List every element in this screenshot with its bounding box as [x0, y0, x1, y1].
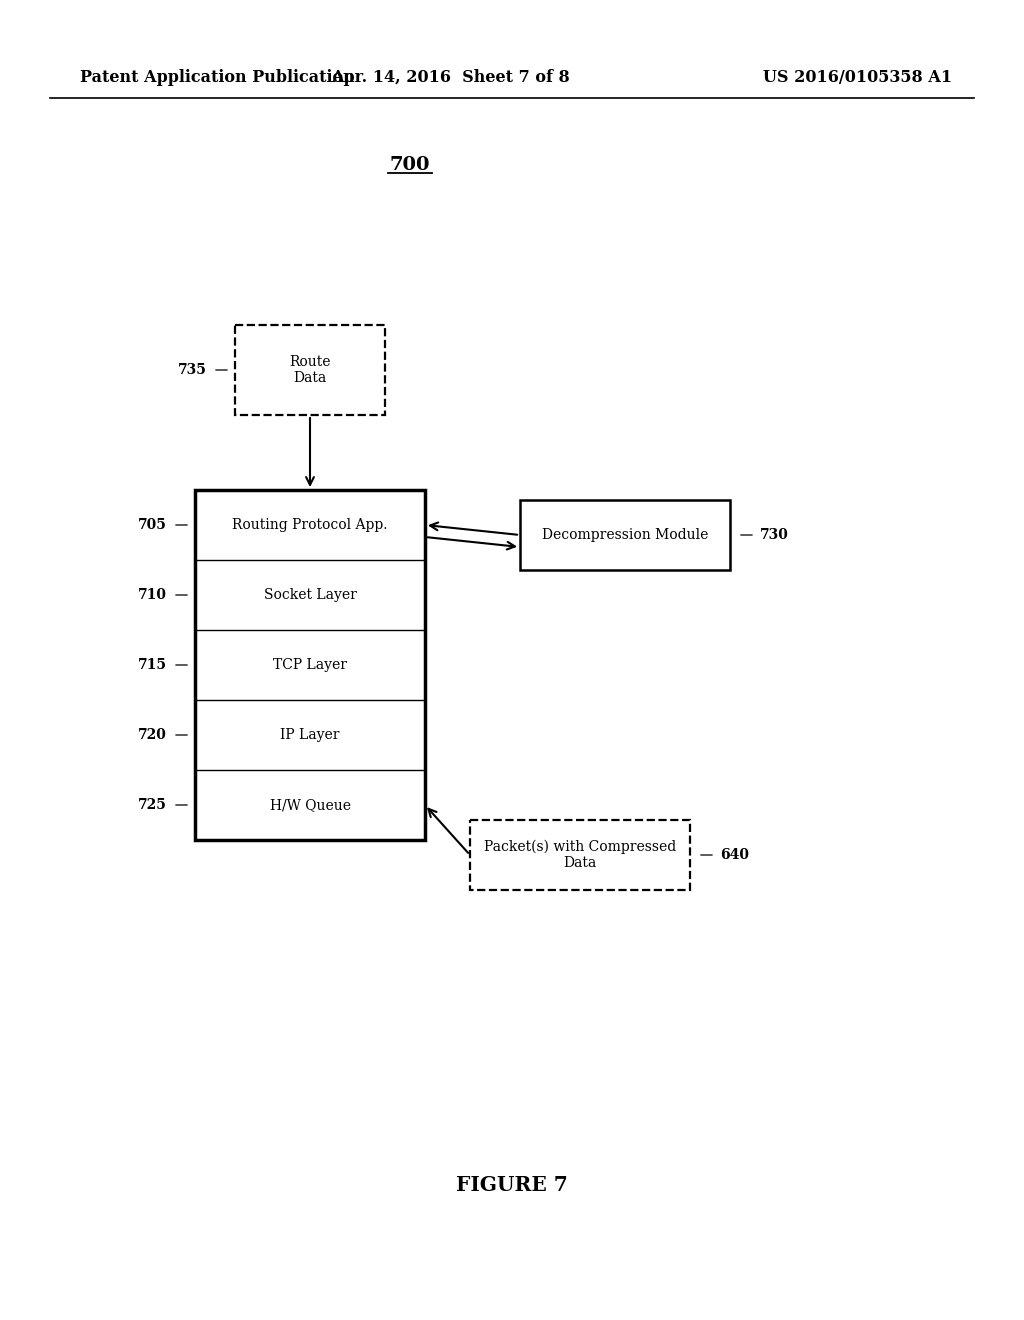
Text: Socket Layer: Socket Layer [263, 587, 356, 602]
Text: IP Layer: IP Layer [281, 729, 340, 742]
Text: Decompression Module: Decompression Module [542, 528, 709, 543]
Text: FIGURE 7: FIGURE 7 [456, 1175, 568, 1195]
Text: 720: 720 [138, 729, 167, 742]
Bar [520, 500, 730, 570]
Text: 715: 715 [138, 657, 167, 672]
Text: Apr. 14, 2016  Sheet 7 of 8: Apr. 14, 2016 Sheet 7 of 8 [331, 70, 570, 87]
Text: 640: 640 [720, 847, 749, 862]
Text: 700: 700 [389, 156, 430, 174]
Bar [234, 325, 385, 414]
Bar [195, 490, 425, 840]
Text: 710: 710 [138, 587, 167, 602]
Text: H/W Queue: H/W Queue [269, 799, 350, 812]
Text: 705: 705 [138, 517, 167, 532]
Text: US 2016/0105358 A1: US 2016/0105358 A1 [763, 70, 952, 87]
Text: Packet(s) with Compressed
Data: Packet(s) with Compressed Data [484, 840, 676, 870]
Text: Routing Protocol App.: Routing Protocol App. [232, 517, 388, 532]
Text: Route
Data: Route Data [289, 355, 331, 385]
Text: 730: 730 [760, 528, 788, 543]
Text: 735: 735 [178, 363, 207, 378]
Text: Patent Application Publication: Patent Application Publication [80, 70, 354, 87]
Text: 725: 725 [138, 799, 167, 812]
Text: TCP Layer: TCP Layer [273, 657, 347, 672]
Bar [470, 820, 690, 890]
